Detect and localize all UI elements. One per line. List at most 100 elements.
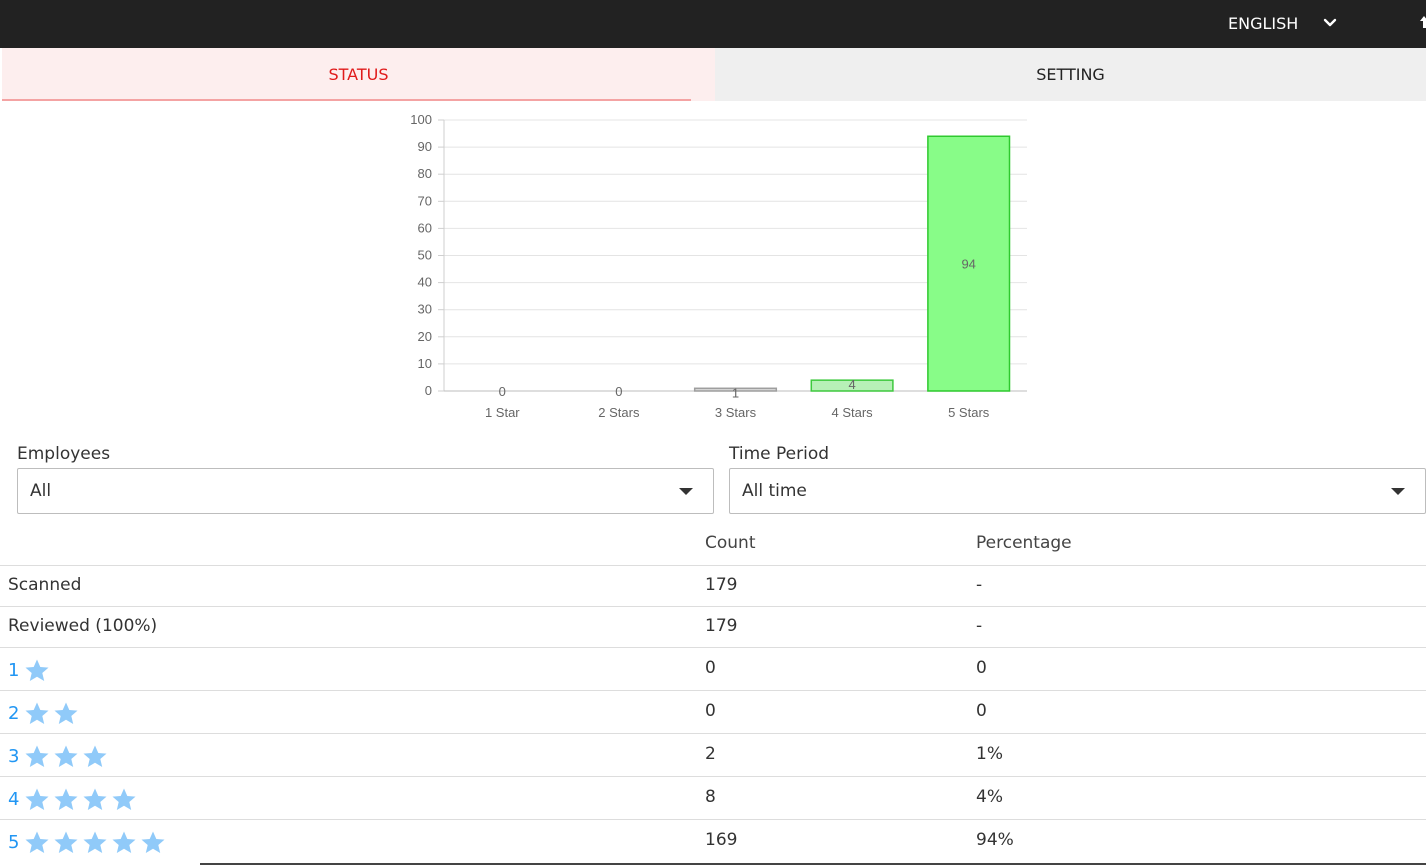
table-row: 4 8 4% — [0, 776, 1426, 819]
row-percentage: - — [976, 616, 983, 636]
employees-value: All — [30, 481, 52, 501]
data-label: 94 — [961, 257, 975, 272]
bar — [810, 379, 894, 392]
star-icon — [141, 831, 165, 853]
employees-select[interactable]: All — [17, 468, 714, 514]
rating-link[interactable]: 4 — [8, 788, 20, 810]
rating-bar-chart: 0 10 20 30 40 50 60 70 80 90 100 0 1 Star 0 2 Stars 1 3 … — [410, 112, 1027, 420]
y-tick-label: 10 — [418, 356, 432, 371]
tab-setting[interactable]: SETTING — [715, 48, 1426, 101]
star-icon — [25, 831, 49, 853]
tab-setting-label: SETTING — [1036, 65, 1105, 84]
row-count: 179 — [705, 616, 738, 636]
star-icon — [54, 702, 78, 724]
rating-cell: 3 — [8, 744, 110, 768]
star-icon — [83, 745, 107, 767]
x-tick-label: 2 Stars — [598, 405, 640, 420]
star-rating — [23, 787, 139, 811]
row-count: 0 — [705, 658, 716, 678]
y-tick-label: 80 — [418, 166, 432, 181]
y-tick-label: 40 — [418, 275, 432, 290]
row-percentage: 1% — [976, 744, 1003, 764]
tab-status[interactable]: STATUS — [2, 48, 715, 101]
upload-icon[interactable] — [1418, 12, 1426, 32]
y-tick-label: 50 — [418, 248, 432, 263]
row-percentage: 0 — [976, 701, 987, 721]
time-period-select[interactable]: All time — [729, 468, 1426, 514]
row-count: 0 — [705, 701, 716, 721]
employees-label: Employees — [17, 444, 111, 464]
data-label: 0 — [499, 384, 506, 399]
row-percentage: 94% — [976, 830, 1014, 850]
language-label: ENGLISH — [1228, 13, 1299, 33]
y-tick-label: 30 — [418, 302, 432, 317]
rating-link[interactable]: 2 — [8, 702, 20, 724]
x-tick-label: 4 Stars — [832, 405, 874, 420]
star-rating — [23, 701, 81, 725]
tab-status-label: STATUS — [328, 65, 389, 84]
star-rating — [23, 658, 52, 682]
stats-table: Count Percentage Scanned 179 - Reviewed … — [0, 524, 1426, 862]
star-icon — [25, 788, 49, 810]
y-tick-label: 70 — [418, 193, 432, 208]
y-tick-label: 60 — [418, 220, 432, 235]
y-tick-label: 100 — [410, 112, 432, 127]
star-icon — [25, 659, 49, 681]
count-header: Count — [705, 533, 756, 553]
rating-cell: 5 — [8, 830, 168, 854]
table-header: Count Percentage — [0, 524, 1426, 565]
star-icon — [112, 788, 136, 810]
star-icon — [83, 831, 107, 853]
dropdown-arrow-icon — [1391, 488, 1405, 495]
row-count: 179 — [705, 575, 738, 595]
active-tab-indicator — [2, 99, 691, 101]
bottom-divider — [200, 863, 1426, 865]
percentage-header: Percentage — [976, 533, 1072, 553]
row-percentage: 0 — [976, 658, 987, 678]
table-row: Scanned 179 - — [0, 565, 1426, 606]
star-icon — [83, 788, 107, 810]
row-percentage: - — [976, 575, 983, 595]
bar — [693, 387, 778, 392]
star-icon — [25, 702, 49, 724]
table-row: Reviewed (100%) 179 - — [0, 606, 1426, 647]
tab-bar: STATUS SETTING — [0, 48, 1426, 101]
row-label: Reviewed (100%) — [8, 616, 158, 636]
rating-cell: 4 — [8, 787, 139, 811]
rating-cell: 2 — [8, 701, 81, 725]
top-bar: ENGLISH — [0, 0, 1426, 48]
y-tick-label: 20 — [418, 329, 432, 344]
table-row: 2 0 0 — [0, 690, 1426, 733]
chevron-down-icon — [1324, 18, 1337, 27]
row-count: 169 — [705, 830, 738, 850]
row-percentage: 4% — [976, 787, 1003, 807]
row-count: 8 — [705, 787, 716, 807]
x-tick-label: 3 Stars — [715, 405, 757, 420]
data-label: 1 — [732, 385, 739, 400]
time-period-label: Time Period — [729, 444, 830, 464]
table-row: 3 2 1% — [0, 733, 1426, 776]
table-row: 1 0 0 — [0, 647, 1426, 690]
bar — [927, 135, 1011, 392]
dropdown-arrow-icon — [679, 488, 693, 495]
row-count: 2 — [705, 744, 716, 764]
x-tick-label: 1 Star — [485, 405, 520, 420]
x-tick-label: 5 Stars — [948, 405, 990, 420]
star-icon — [54, 745, 78, 767]
star-icon — [54, 788, 78, 810]
table-row: 5 169 94% — [0, 819, 1426, 862]
y-tick-label: 0 — [425, 383, 432, 398]
star-rating — [23, 830, 168, 854]
row-label: Scanned — [8, 575, 82, 595]
rating-link[interactable]: 3 — [8, 745, 20, 767]
star-icon — [25, 745, 49, 767]
time-period-value: All time — [742, 481, 807, 501]
star-icon — [112, 831, 136, 853]
rating-link[interactable]: 1 — [8, 659, 20, 681]
data-label: 0 — [615, 384, 622, 399]
star-icon — [54, 831, 78, 853]
language-selector[interactable]: ENGLISH — [1228, 12, 1338, 34]
rating-link[interactable]: 5 — [8, 831, 20, 853]
star-rating — [23, 744, 110, 768]
data-label: 4 — [848, 377, 855, 392]
